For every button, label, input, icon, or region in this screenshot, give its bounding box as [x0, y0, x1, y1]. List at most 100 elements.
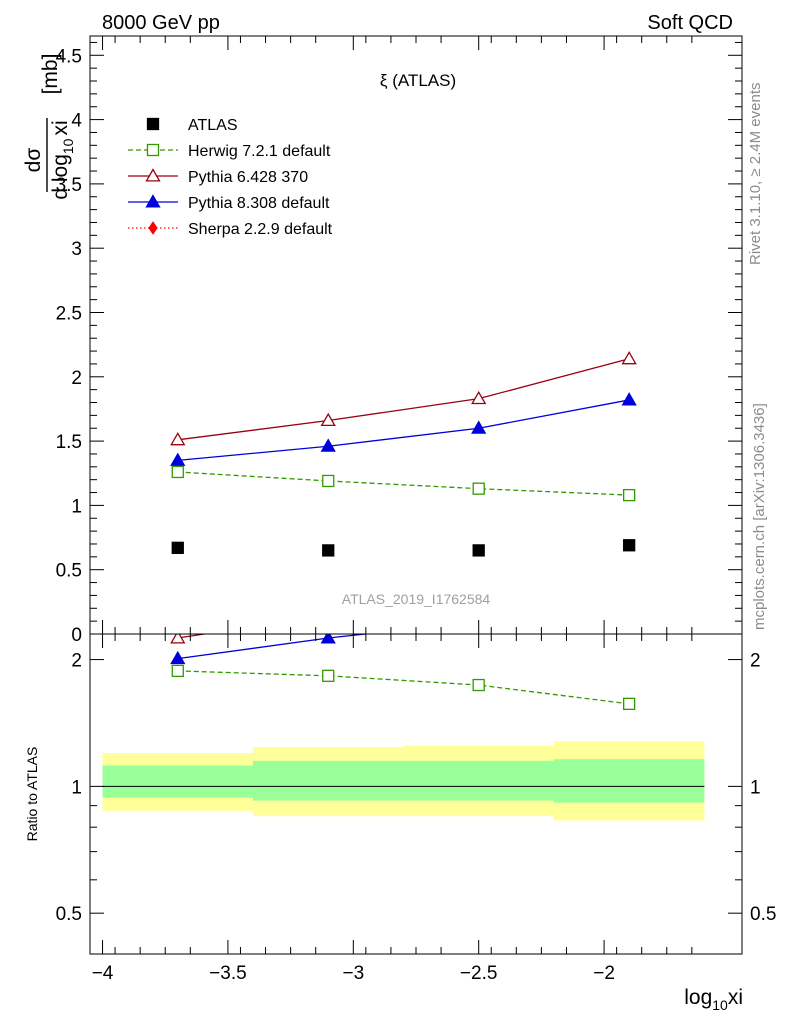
main-ytick-label: 4	[71, 111, 82, 132]
series-line-pythia6	[177, 358, 630, 441]
ratio-series	[170, 573, 636, 711]
legend-label: Pythia 6.428 370	[188, 169, 308, 186]
main-series	[170, 350, 637, 557]
main-ytick-label: 3.5	[56, 175, 82, 196]
main-title: ξ (ATLAS)	[380, 71, 456, 90]
main-ytick-label: 1.5	[56, 432, 82, 453]
x-axis-label-suffix: xi	[728, 986, 743, 1009]
point-pythia8	[471, 420, 487, 434]
main-ytick-label: 4.5	[56, 46, 82, 67]
main-ylabel-unit: [mb]	[39, 54, 62, 95]
main-ticks: 0 0.5 1 1.5 2 2.5 3 3.5 4 4.5	[56, 41, 742, 646]
legend-entry-herwig: Herwig 7.2.1 default	[128, 143, 331, 160]
legend-marker-data	[146, 117, 160, 131]
legend-marker-pythia8	[145, 194, 161, 208]
point-pythia8	[320, 438, 336, 452]
legend-label: Sherpa 2.2.9 default	[188, 221, 333, 238]
legend-label: Pythia 8.308 default	[188, 195, 330, 212]
ratio-line-pythia8	[177, 634, 372, 660]
point-pythia6	[621, 350, 637, 365]
point-data	[472, 544, 485, 557]
analysis-label: ATLAS_2019_I1762584	[342, 591, 491, 607]
legend-marker-pythia6	[145, 168, 161, 182]
legend-entry-pythia8: Pythia 8.308 default	[128, 194, 330, 212]
ratio-line-herwig	[177, 670, 630, 705]
xtick-label: −3	[342, 963, 364, 984]
ratio-point-herwig	[171, 664, 184, 678]
ratio-point-herwig	[472, 678, 485, 692]
point-herwig	[322, 474, 335, 488]
point-data	[322, 544, 335, 557]
xtick-label: −2	[593, 963, 615, 984]
main-ytick-label: 2	[71, 368, 82, 389]
xtick-label: −4	[92, 963, 114, 984]
main-ytick-label: 1	[71, 496, 82, 517]
series-herwig	[171, 465, 636, 502]
ratio-ytick-label: 2	[71, 651, 82, 672]
ratio-band-inner	[403, 760, 554, 801]
main-ytick-label: 2.5	[56, 303, 82, 324]
ratio-ylabel: Ratio to ATLAS	[24, 747, 40, 842]
ratio-ytick-label: 0.5	[56, 904, 82, 925]
series-line-herwig	[177, 471, 630, 496]
main-ytick-label: 0	[71, 625, 82, 646]
rivet-label: Rivet 3.1.10, ≥ 2.4M events	[747, 83, 764, 266]
main-ylabel-den-sub: 10	[60, 138, 76, 154]
legend: ATLAS Herwig 7.2.1 default Pythia 6.428 37…	[128, 117, 333, 238]
legend-entry-sherpa: Sherpa 2.2.9 default	[128, 221, 333, 238]
legend-entry-pythia6: Pythia 6.428 370	[128, 168, 308, 186]
ratio-point-pythia6	[170, 634, 186, 644]
legend-marker-sherpa	[148, 221, 158, 235]
point-data	[623, 539, 636, 552]
ratio-ytick-label: 1	[71, 777, 82, 798]
x-axis-label: log10xi	[684, 986, 743, 1013]
ratio-point-pythia8	[623, 602, 636, 613]
point-data	[171, 541, 184, 554]
ratio-band-inner	[102, 765, 254, 798]
ratio-band-inner	[553, 759, 705, 803]
mcplots-label: mcplots.cern.ch [arXiv:1306.3436]	[751, 403, 768, 630]
header-left-label: 8000 GeV pp	[102, 12, 220, 34]
ratio-panel: 0.5 0.5 1 1 2 2	[56, 573, 777, 955]
series-data	[171, 539, 636, 557]
legend-label: Herwig 7.2.1 default	[188, 143, 331, 160]
series-pythia6	[170, 350, 637, 446]
point-pythia6	[471, 390, 487, 405]
x-ticks: −4 −3.5 −3 −2.5 −2	[92, 36, 743, 984]
x-axis-label-prefix: log	[684, 986, 712, 1009]
ratio-bands	[102, 741, 705, 821]
main-ylabel-numerator: dσ	[22, 148, 45, 173]
legend-label: ATLAS	[188, 117, 238, 134]
main-ylabel-denominator: d log10 xi	[49, 120, 76, 199]
ratio-line-pythia6	[177, 634, 209, 639]
ratio-series-pythia6	[170, 573, 636, 644]
main-ylabel-den-prefix: d log	[49, 154, 72, 200]
ratio-point-pythia6	[322, 609, 335, 620]
point-pythia8	[621, 392, 637, 406]
ratio-ytick-label-right: 1	[750, 777, 761, 798]
ratio-point-herwig	[623, 697, 636, 711]
xtick-label: −2.5	[460, 963, 498, 984]
point-pythia6	[170, 432, 186, 446]
point-pythia8	[170, 452, 186, 466]
main-panel: ξ (ATLAS) 0 0.5 1 1.5 2 2.5 3 3.5 4 4.5 ATLAS_201…	[56, 35, 743, 646]
series-line-pythia8	[177, 399, 630, 462]
ratio-ticks: 0.5 0.5 1 1 2 2	[56, 651, 777, 926]
main-ylabel: dσ d log10 xi [mb]	[22, 54, 76, 200]
ratio-point-pythia6	[623, 573, 636, 584]
main-ytick-label: 0.5	[56, 561, 82, 582]
xtick-label: −3.5	[209, 963, 247, 984]
point-herwig	[623, 488, 636, 502]
main-ylabel-den-suffix: xi	[49, 120, 72, 135]
x-axis-label-sub: 10	[712, 997, 728, 1013]
ratio-ytick-label-right: 0.5	[750, 904, 776, 925]
series-pythia8	[170, 392, 637, 466]
legend-marker-herwig	[146, 143, 160, 157]
ratio-series-herwig	[171, 664, 636, 711]
ratio-point-pythia8	[320, 634, 336, 644]
point-herwig	[171, 465, 184, 479]
header-right-label: Soft QCD	[647, 12, 733, 34]
ratio-point-pythia8	[170, 650, 186, 665]
legend-entry-data: ATLAS	[146, 117, 238, 134]
